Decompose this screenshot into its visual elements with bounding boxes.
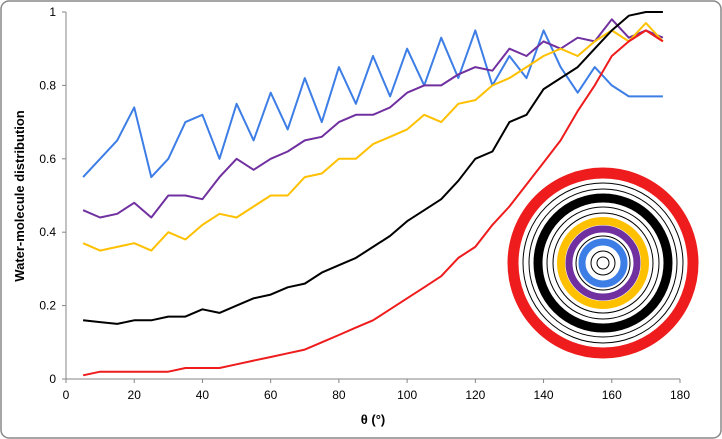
inset-rings bbox=[507, 167, 699, 359]
x-tick-label: 20 bbox=[128, 388, 142, 402]
x-axis-title: θ (°) bbox=[361, 412, 386, 427]
series-line bbox=[82, 18, 664, 219]
x-tick-label: 40 bbox=[196, 388, 210, 402]
y-tick-label: 0.8 bbox=[39, 78, 56, 92]
x-tick-label: 100 bbox=[397, 388, 417, 402]
y-tick-label: 0.2 bbox=[39, 299, 56, 313]
x-tick-label: 120 bbox=[465, 388, 485, 402]
ring bbox=[552, 212, 654, 314]
series-line bbox=[82, 11, 663, 325]
ring bbox=[578, 238, 628, 288]
ring bbox=[565, 225, 641, 301]
series-line bbox=[82, 22, 664, 252]
ring bbox=[533, 193, 673, 333]
ring bbox=[546, 206, 660, 320]
y-tick-label: 1 bbox=[49, 5, 56, 19]
ring bbox=[596, 256, 610, 270]
ring bbox=[522, 182, 684, 344]
x-tick-label: 180 bbox=[670, 388, 690, 402]
ring bbox=[557, 217, 649, 309]
series-line bbox=[82, 29, 663, 179]
ring bbox=[575, 235, 631, 291]
series-line bbox=[82, 29, 664, 377]
x-tick-label: 0 bbox=[63, 388, 70, 402]
y-tick-label: 0.4 bbox=[39, 225, 56, 239]
y-axis-title: Water-molecule distribution bbox=[12, 110, 27, 281]
plot-area: 0 0.2 0.4 0.6 0.8 1 0 20 40 60 80 100 120 140 160 180 bbox=[39, 5, 690, 402]
x-tick-label: 80 bbox=[332, 388, 346, 402]
y-tick-label: 0.6 bbox=[39, 152, 56, 166]
ring bbox=[528, 188, 678, 338]
x-tick-label: 60 bbox=[264, 388, 278, 402]
ring bbox=[507, 167, 699, 359]
x-tick-label: 140 bbox=[534, 388, 554, 402]
x-tick-label: 160 bbox=[602, 388, 622, 402]
ring bbox=[590, 250, 616, 276]
y-tick-label: 0 bbox=[49, 372, 56, 386]
